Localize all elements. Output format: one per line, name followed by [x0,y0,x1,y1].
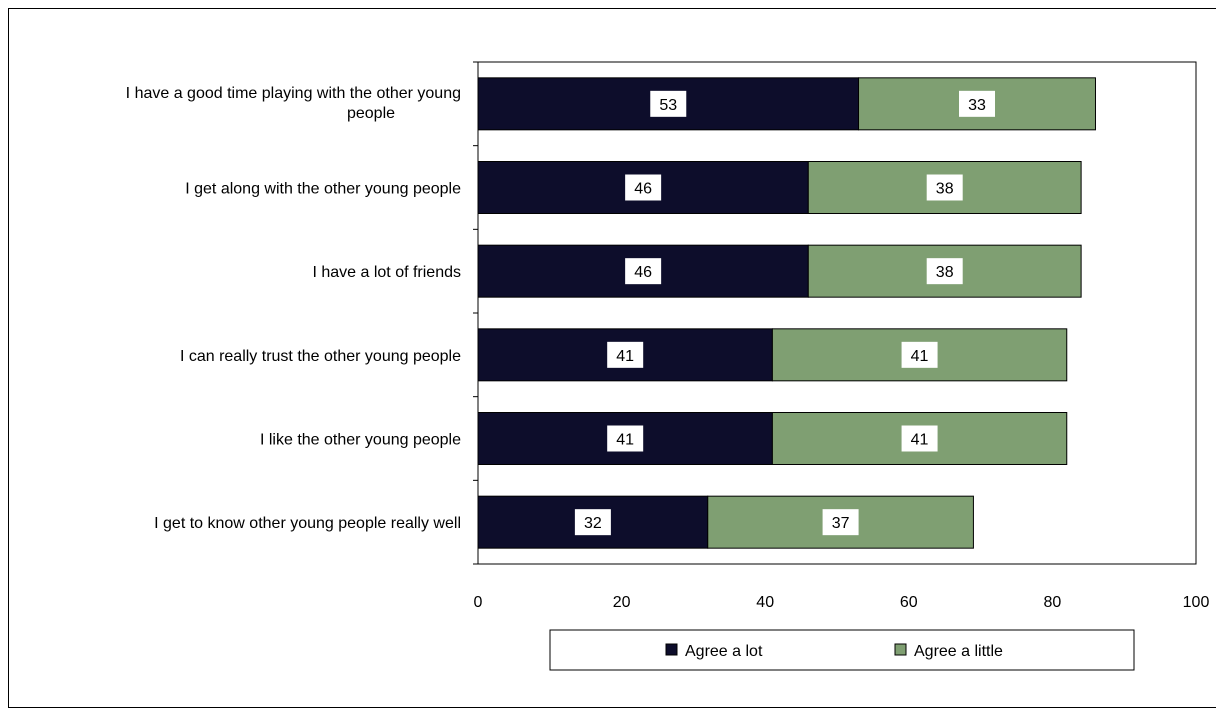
x-tick-label: 0 [474,594,483,611]
category-label: I can really trust the other young peopl… [180,348,461,365]
data-label: 46 [634,181,652,198]
data-label-box [926,174,963,201]
legend-swatch [894,643,907,656]
data-label: 41 [911,348,929,365]
x-tick-label: 100 [1183,594,1210,611]
category-label: I have a lot of friends [312,264,461,281]
legend-box [549,629,1135,671]
data-label-box [926,258,963,285]
legend-swatch [665,643,678,656]
data-label-box [607,425,644,452]
data-label-box [901,425,938,452]
data-label: 41 [616,432,634,449]
data-label: 53 [659,97,677,114]
data-label: 38 [936,264,954,281]
data-label-box [625,174,662,201]
data-label: 46 [634,264,652,281]
data-label: 32 [584,515,602,532]
data-label: 41 [616,348,634,365]
category-label: I like the other young people [260,432,461,449]
x-tick-label: 60 [900,594,918,611]
data-label: 38 [936,181,954,198]
data-label: 41 [911,432,929,449]
data-label: 37 [832,515,850,532]
plot-area [477,61,1197,565]
data-label-box [574,509,611,536]
data-label: 33 [968,97,986,114]
x-tick-label: 80 [1044,594,1062,611]
category-label: I have a good time playing with the othe… [126,85,461,102]
category-label: I get along with the other young people [185,181,461,198]
data-label-box [959,90,996,117]
data-label-box [650,90,687,117]
legend-label: Agree a lot [685,643,763,660]
data-label-box [901,341,938,368]
category-label: people [347,105,395,122]
category-label: I get to know other young people really … [154,515,461,532]
legend-label: Agree a little [914,643,1003,660]
x-tick-label: 20 [613,594,631,611]
x-tick-label: 40 [756,594,774,611]
data-label-box [625,258,662,285]
data-label-box [607,341,644,368]
data-label-box [822,509,859,536]
